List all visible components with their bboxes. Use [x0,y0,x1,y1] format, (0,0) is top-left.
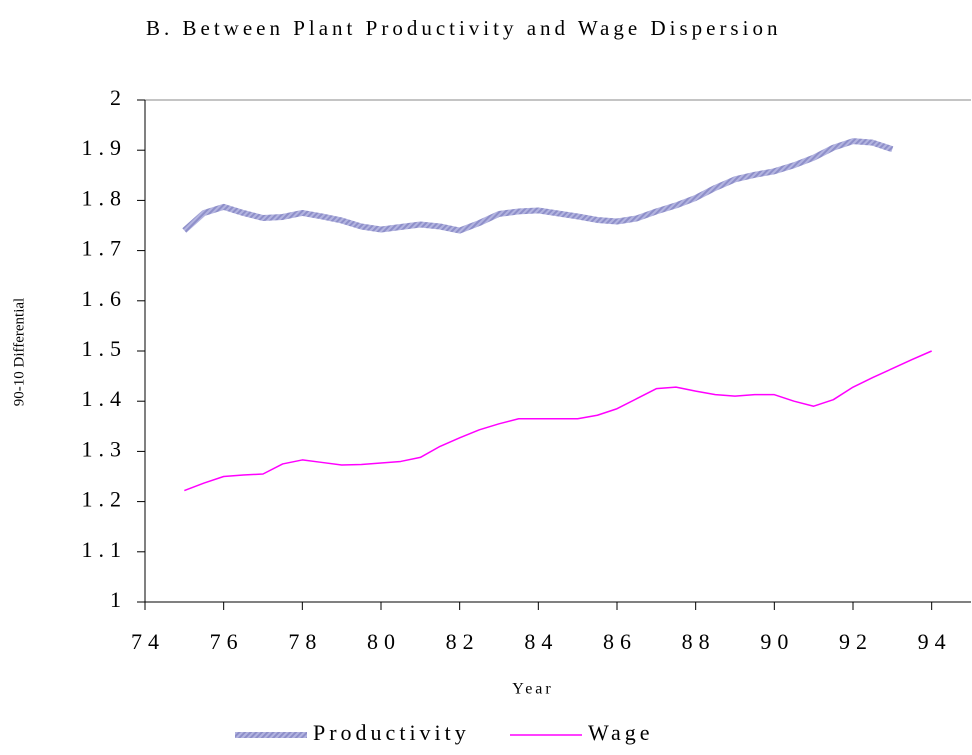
series-line [184,350,932,492]
y-tick-label: 1.9 [82,135,128,160]
y-tick-label: 1.3 [82,436,128,461]
x-tick-label: 94 [918,629,952,654]
legend-label: Wage [588,720,654,745]
x-tick-label: 80 [367,629,401,654]
x-tick-label: 74 [131,629,165,654]
x-tick-label: 92 [839,629,873,654]
series-line [182,138,894,234]
y-tick-label: 1.8 [82,185,128,210]
y-tick-label: 1.5 [82,336,128,361]
x-tick-label: 76 [210,629,244,654]
y-tick-label: 1.7 [82,236,128,261]
y-tick-label: 1 [110,587,127,612]
y-tick-label: 1.6 [82,286,128,311]
y-tick-label: 1.2 [82,487,128,512]
x-tick-label: 88 [682,629,716,654]
chart-title: B. Between Plant Productivity and Wage D… [146,16,781,40]
x-tick-label: 84 [524,629,558,654]
x-tick-label: 86 [603,629,637,654]
x-tick-label: 82 [446,629,480,654]
y-axis-label: 90-10 Differential [11,298,27,406]
y-tick-label: 2 [110,85,127,110]
x-tick-label: 90 [760,629,794,654]
y-tick-label: 1.1 [82,537,128,562]
x-axis-label: Year [512,681,553,698]
y-tick-label: 1.4 [82,386,128,411]
legend-label: Productivity [313,720,470,745]
x-tick-label: 78 [288,629,322,654]
